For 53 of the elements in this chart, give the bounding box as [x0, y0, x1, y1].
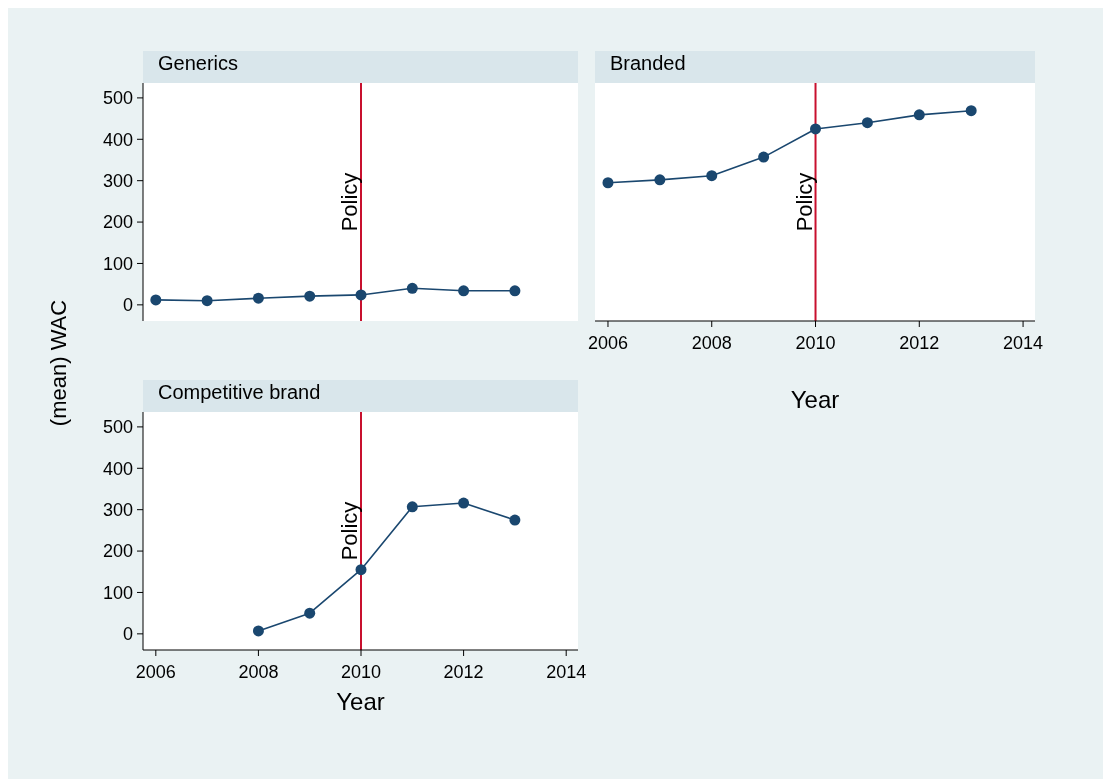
- point: [252, 292, 264, 304]
- y-tick-label: 0: [122, 624, 133, 645]
- chart-title: Competitive brand: [158, 381, 321, 403]
- point: [810, 123, 822, 135]
- point: [509, 285, 521, 297]
- ref-line-label: Policy: [337, 501, 363, 561]
- point: [509, 514, 521, 526]
- point: [201, 295, 213, 307]
- y-tick-label: 400: [102, 129, 133, 150]
- y-tick-label: 400: [102, 458, 133, 479]
- point: [355, 564, 367, 576]
- y-tick-label: 300: [102, 499, 133, 520]
- x-axis-title: Year: [336, 688, 385, 715]
- x-tick-label: 2012: [899, 333, 940, 353]
- y-tick-label: 0: [122, 295, 133, 316]
- chart-title: Generics: [158, 52, 239, 74]
- y-axis-title: (mean) WAC: [46, 299, 71, 427]
- point: [458, 285, 470, 297]
- point: [913, 109, 925, 121]
- x-tick-label: 2014: [1003, 333, 1044, 353]
- point: [304, 607, 316, 619]
- chart-title: Branded: [610, 52, 686, 74]
- y-tick-label: 500: [102, 88, 133, 109]
- point: [355, 289, 367, 301]
- ref-line-label: Policy: [791, 172, 817, 232]
- x-tick-label: 2012: [443, 662, 484, 682]
- y-tick-label: 200: [102, 212, 133, 233]
- x-tick-label: 2010: [795, 333, 836, 353]
- x-axis-title: Year: [790, 386, 840, 413]
- x-tick-label: 2010: [340, 662, 382, 682]
- y-tick-label: 200: [102, 541, 133, 562]
- point: [406, 282, 418, 294]
- point: [150, 294, 162, 306]
- point: [758, 151, 770, 163]
- point: [602, 177, 614, 189]
- ref-line-label: Policy: [337, 172, 363, 232]
- point: [458, 497, 470, 509]
- point: [965, 105, 977, 117]
- point: [861, 117, 873, 129]
- x-tick-label: 2008: [691, 333, 732, 353]
- x-tick-label: 2008: [238, 662, 279, 682]
- point: [304, 290, 316, 302]
- y-tick-label: 300: [102, 170, 133, 191]
- x-tick-label: 2006: [135, 662, 176, 682]
- y-tick-label: 100: [102, 582, 133, 603]
- y-tick-label: 500: [102, 417, 133, 438]
- y-tick-label: 100: [102, 253, 133, 274]
- point: [252, 625, 264, 637]
- x-tick-label: 2014: [546, 662, 587, 682]
- point: [706, 170, 718, 182]
- x-tick-label: 2006: [587, 333, 628, 353]
- point: [654, 174, 666, 186]
- point: [406, 501, 418, 513]
